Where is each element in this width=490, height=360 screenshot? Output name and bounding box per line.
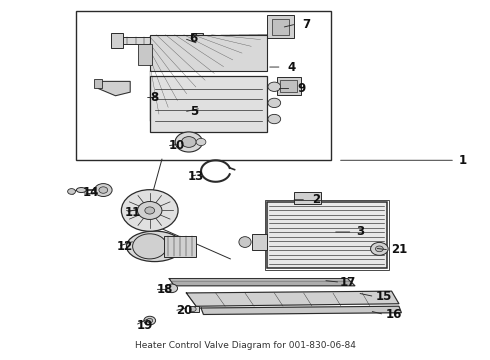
Bar	[189, 306, 198, 312]
Circle shape	[144, 316, 156, 325]
Bar	[272, 19, 289, 35]
Circle shape	[133, 234, 167, 259]
Text: 6: 6	[190, 32, 198, 45]
Text: Heater Control Valve Diagram for 001-830-06-84: Heater Control Valve Diagram for 001-830…	[135, 341, 355, 350]
Text: 5: 5	[190, 105, 198, 118]
Text: 13: 13	[188, 170, 204, 183]
Text: 7: 7	[302, 18, 310, 31]
Bar	[191, 33, 203, 48]
Text: 4: 4	[287, 60, 295, 73]
Bar	[94, 79, 102, 88]
Bar	[252, 234, 267, 250]
Text: 16: 16	[386, 308, 402, 321]
Text: 2: 2	[312, 193, 320, 206]
Text: 19: 19	[137, 319, 153, 332]
Circle shape	[68, 189, 75, 194]
Circle shape	[175, 132, 202, 152]
Polygon shape	[98, 81, 130, 96]
Ellipse shape	[239, 237, 251, 247]
Text: 20: 20	[176, 305, 192, 318]
Circle shape	[375, 246, 383, 252]
Text: 21: 21	[391, 243, 407, 256]
Bar	[267, 202, 387, 268]
Ellipse shape	[126, 231, 183, 262]
Polygon shape	[201, 306, 401, 315]
Circle shape	[122, 190, 178, 231]
Bar	[76, 12, 331, 160]
Polygon shape	[169, 279, 355, 286]
Circle shape	[181, 136, 196, 147]
Text: 12: 12	[117, 240, 133, 253]
Bar	[164, 235, 196, 257]
Bar	[150, 76, 267, 132]
Bar	[138, 44, 152, 65]
Text: 18: 18	[156, 283, 172, 296]
Text: 14: 14	[83, 186, 99, 199]
Circle shape	[189, 307, 196, 312]
Bar	[123, 37, 191, 44]
Text: 9: 9	[297, 82, 305, 95]
Text: 10: 10	[169, 139, 185, 152]
Polygon shape	[186, 291, 399, 306]
Text: 3: 3	[356, 225, 364, 238]
Circle shape	[95, 184, 112, 197]
Bar	[277, 77, 301, 95]
Circle shape	[370, 242, 388, 255]
Bar	[150, 35, 267, 71]
Text: 8: 8	[150, 91, 159, 104]
Bar	[280, 80, 297, 93]
Circle shape	[268, 82, 281, 91]
Text: 11: 11	[124, 206, 141, 219]
Circle shape	[99, 187, 108, 193]
Circle shape	[196, 138, 206, 145]
Circle shape	[166, 284, 177, 293]
Text: 15: 15	[376, 290, 392, 303]
Bar	[111, 33, 123, 48]
Circle shape	[145, 207, 155, 214]
Bar	[294, 192, 321, 204]
Ellipse shape	[76, 188, 86, 193]
Circle shape	[138, 202, 162, 220]
Circle shape	[147, 319, 153, 323]
Circle shape	[268, 98, 281, 108]
Text: 17: 17	[340, 276, 356, 289]
Bar	[267, 15, 294, 39]
Text: 1: 1	[458, 154, 466, 167]
Circle shape	[268, 114, 281, 124]
Bar	[265, 200, 389, 270]
